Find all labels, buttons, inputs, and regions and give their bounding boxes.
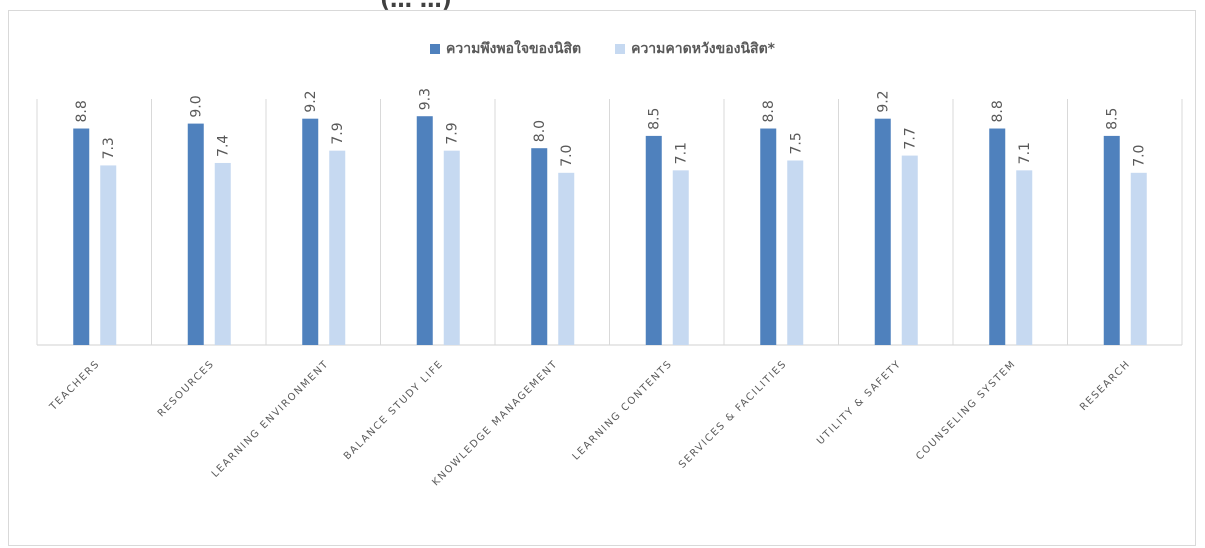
data-label-satisfaction: 8.8 <box>74 100 90 122</box>
bar-satisfaction <box>874 118 891 346</box>
bar-satisfaction <box>302 118 319 346</box>
bar-expectation <box>672 170 689 345</box>
data-label-satisfaction: 8.8 <box>990 100 1006 122</box>
chart-title-fragment: (… …) <box>380 0 452 13</box>
data-label-satisfaction: 8.8 <box>761 100 777 122</box>
data-label-expectation: 7.9 <box>330 122 346 144</box>
chart-legend: ความพึงพอใจของนิสิต ความคาดหวังของนิสิต* <box>0 38 1205 60</box>
bar-expectation <box>558 172 575 345</box>
category-label: BALANCE STUDY LIFE <box>342 358 446 462</box>
category-label: TEACHERS <box>47 358 102 413</box>
bar-expectation <box>100 165 117 345</box>
bar-satisfaction <box>416 116 433 345</box>
bar-expectation <box>1016 170 1033 345</box>
data-label-satisfaction: 8.5 <box>1105 108 1121 130</box>
data-label-expectation: 7.7 <box>903 127 919 149</box>
data-label-expectation: 7.1 <box>674 142 690 164</box>
bar-satisfaction <box>760 128 777 345</box>
bar-satisfaction <box>73 128 90 345</box>
category-label: LEARNING CONTENTS <box>571 358 675 462</box>
bar-expectation <box>214 162 231 345</box>
bar-expectation <box>787 160 804 345</box>
category-label: LEARNING ENVIRONMENT <box>210 358 332 480</box>
legend-swatch-expectation <box>615 44 626 54</box>
data-label-satisfaction: 8.0 <box>532 120 548 142</box>
legend-label-expectation: ความคาดหวังของนิสิต* <box>631 41 775 57</box>
data-label-expectation: 7.4 <box>216 135 232 157</box>
data-label-satisfaction: 8.5 <box>647 108 663 130</box>
category-label: COUNSELING SYSTEM <box>914 358 1018 462</box>
data-label-expectation: 7.9 <box>445 122 461 144</box>
legend-label-satisfaction: ความพึงพอใจของนิสิต <box>446 41 582 57</box>
category-label: KNOWLEDGE MANAGEMENT <box>430 358 560 488</box>
bar-satisfaction <box>645 135 662 345</box>
data-label-expectation: 7.1 <box>1017 142 1033 164</box>
legend-item-expectation: ความคาดหวังของนิสิต* <box>615 38 775 60</box>
bar-satisfaction <box>989 128 1006 345</box>
data-label-satisfaction: 9.2 <box>876 90 892 112</box>
data-label-expectation: 7.5 <box>788 132 804 154</box>
bar-expectation <box>1130 172 1147 345</box>
category-label: SERVICES & FACILITIES <box>677 358 789 470</box>
bar-satisfaction <box>187 123 204 345</box>
data-label-expectation: 7.0 <box>1132 145 1148 167</box>
data-label-satisfaction: 9.2 <box>303 90 319 112</box>
bar-expectation <box>329 150 346 345</box>
bar-expectation <box>901 155 918 345</box>
category-label: RESOURCES <box>156 358 217 419</box>
data-label-expectation: 7.0 <box>559 145 575 167</box>
bar-satisfaction <box>1103 135 1120 345</box>
data-label-satisfaction: 9.0 <box>189 95 205 117</box>
bar-satisfaction <box>531 148 548 345</box>
bar-expectation <box>443 150 460 345</box>
data-label-expectation: 7.3 <box>101 137 117 159</box>
legend-swatch-satisfaction <box>430 44 440 54</box>
legend-item-satisfaction: ความพึงพอใจของนิสิต <box>430 38 581 60</box>
category-label: UTILITY & SAFETY <box>815 358 904 447</box>
data-label-satisfaction: 9.3 <box>418 88 434 110</box>
category-label: RESEARCH <box>1078 358 1133 413</box>
